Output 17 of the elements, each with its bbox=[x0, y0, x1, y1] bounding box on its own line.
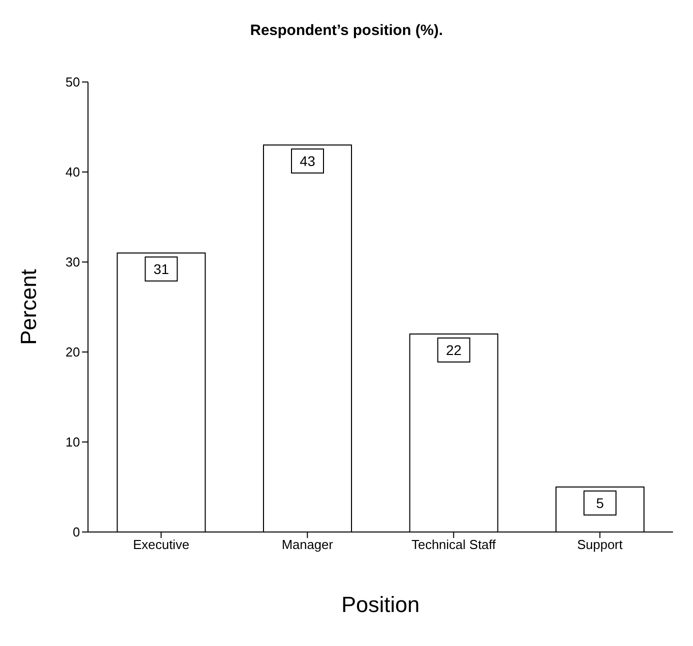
x-tick-label: Executive bbox=[132, 537, 190, 552]
x-tick-label: Manager bbox=[282, 537, 334, 552]
data-label: 22 bbox=[446, 342, 462, 358]
y-tick-label: 40 bbox=[66, 164, 80, 180]
y-tick-label: 30 bbox=[66, 254, 80, 270]
y-tick-label: 0 bbox=[72, 524, 80, 540]
x-tick-label: Support bbox=[577, 537, 624, 552]
data-label: 5 bbox=[596, 495, 604, 511]
y-axis-title: Percent bbox=[16, 269, 41, 345]
chart-title: Respondent’s position (%). bbox=[249, 21, 444, 41]
x-tick-label: Technical Staff bbox=[411, 537, 496, 552]
x-axis-title: Position bbox=[341, 592, 420, 617]
y-tick-label: 10 bbox=[66, 434, 80, 450]
y-tick-label: 50 bbox=[66, 74, 80, 90]
y-tick-label: 20 bbox=[66, 344, 80, 360]
data-label: 31 bbox=[153, 261, 170, 277]
data-label: 43 bbox=[300, 153, 316, 169]
